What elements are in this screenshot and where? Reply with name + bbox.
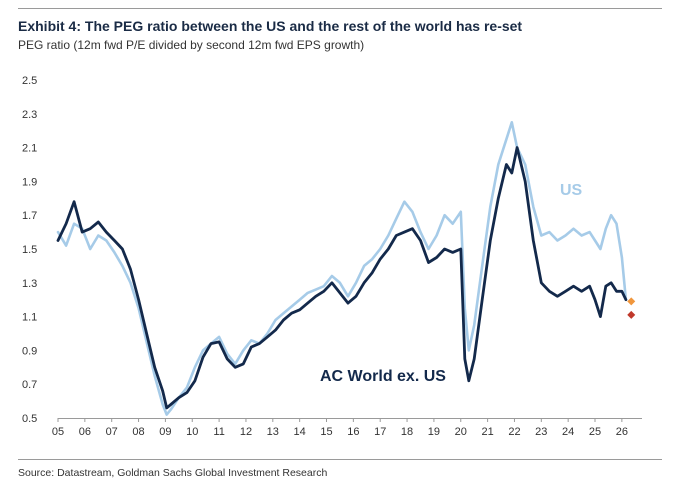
- x-tick-label: 24: [562, 426, 574, 438]
- world-ex-us-series-line: [56, 146, 628, 410]
- us-end-marker: [627, 297, 636, 306]
- x-tick-label: 18: [401, 426, 413, 438]
- us-series-label: US: [560, 182, 583, 199]
- x-tick-label: 22: [508, 426, 520, 438]
- x-tick-label: 09: [159, 426, 171, 438]
- chart-title: Exhibit 4: The PEG ratio between the US …: [18, 18, 523, 34]
- y-tick-label: 2.5: [22, 75, 37, 87]
- x-tick-label: 11: [213, 426, 224, 438]
- x-tick-label: 15: [320, 426, 332, 438]
- y-tick-label: 1.1: [22, 312, 37, 324]
- x-axis: 05 06 07 08 09 10 11 12 13 14 15 16 17 18 19 20 21 22 23 24…: [52, 418, 628, 438]
- x-tick-label: 25: [589, 426, 601, 438]
- series-labels: US AC World ex. US: [320, 182, 583, 385]
- x-tick-label: 13: [267, 426, 279, 438]
- y-tick-label: 1.9: [22, 176, 37, 188]
- y-tick-label: 2.1: [22, 143, 37, 155]
- x-tick-label: 26: [616, 426, 628, 438]
- plot-area: [56, 121, 636, 416]
- x-tick-label: 23: [535, 426, 547, 438]
- x-tick-label: 20: [455, 426, 467, 438]
- x-tick-label: 05: [52, 426, 64, 438]
- y-axis: 0.5 0.7 0.9 1.1 1.3 1.5 1.7 1.9 2.1 2.3 2.5: [22, 75, 37, 425]
- x-tick-label: 21: [481, 426, 493, 438]
- x-tick-label: 16: [347, 426, 359, 438]
- x-tick-label: 07: [106, 426, 118, 438]
- y-tick-label: 0.7: [22, 379, 37, 391]
- world-ex-us-series-label: AC World ex. US: [320, 368, 446, 385]
- top-rule: [18, 8, 662, 9]
- bottom-rule: [18, 459, 662, 460]
- y-tick-label: 1.5: [22, 244, 37, 256]
- us-series-line: [56, 121, 628, 416]
- y-tick-label: 0.5: [22, 413, 37, 425]
- world-ex-us-end-marker: [627, 310, 636, 319]
- x-tick-label: 17: [374, 426, 386, 438]
- x-tick-label: 06: [79, 426, 91, 438]
- x-tick-label: 19: [428, 426, 440, 438]
- x-tick-label: 12: [240, 426, 252, 438]
- source-note: Source: Datastream, Goldman Sachs Global…: [18, 467, 328, 479]
- chart-subtitle: PEG ratio (12m fwd P/E divided by second…: [18, 38, 365, 52]
- x-tick-label: 10: [186, 426, 198, 438]
- y-tick-label: 0.9: [22, 345, 37, 357]
- y-tick-label: 1.3: [22, 278, 37, 290]
- x-tick-label: 14: [294, 426, 306, 438]
- y-tick-label: 1.7: [22, 210, 37, 222]
- y-tick-label: 2.3: [22, 109, 37, 121]
- x-tick-label: 08: [132, 426, 144, 438]
